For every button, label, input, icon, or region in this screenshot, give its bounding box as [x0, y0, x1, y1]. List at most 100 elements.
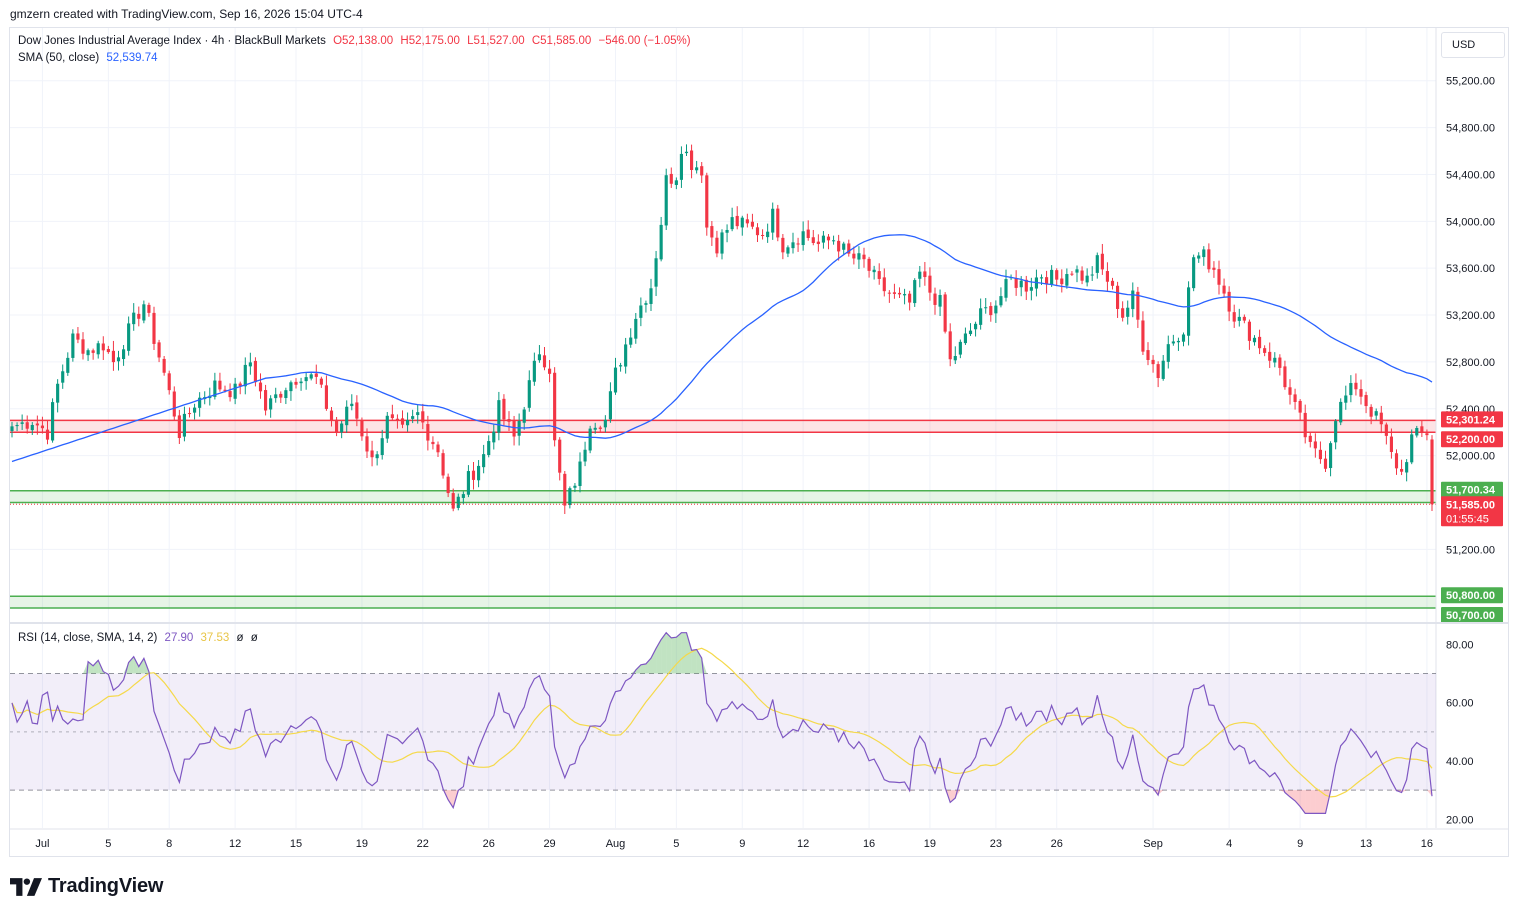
candle-up: [953, 356, 957, 361]
candle-up: [649, 288, 653, 304]
candle-down: [76, 333, 80, 340]
candle-up: [1237, 316, 1241, 321]
candle-down: [228, 391, 232, 398]
candle-up: [461, 494, 465, 498]
time-tick-label: 5: [105, 838, 111, 850]
resistance-zone: [10, 420, 1436, 433]
candle-down: [1232, 312, 1236, 322]
time-tick-label: 12: [229, 838, 241, 850]
candle-up: [938, 295, 942, 307]
candle-down: [451, 493, 455, 509]
chart-frame: [9, 27, 1509, 857]
candle-up: [608, 391, 613, 420]
candle-up: [994, 305, 998, 314]
rsi-overbought-fill: [671, 637, 677, 674]
candle-down: [314, 373, 318, 377]
candle-up: [1131, 290, 1135, 310]
candle-down: [334, 419, 339, 433]
candle-up: [248, 362, 252, 367]
candle-up: [66, 357, 70, 373]
time-tick-label: 16: [863, 838, 875, 850]
candle-up: [654, 258, 658, 287]
candle-up: [132, 312, 136, 325]
candle-up: [1004, 279, 1008, 298]
candle-down: [1369, 406, 1373, 417]
candle-down: [1257, 336, 1262, 349]
candle-up: [624, 344, 628, 367]
resistance-label-top: 52,301.24: [1441, 411, 1503, 428]
candle-up: [532, 360, 536, 382]
candle-down: [563, 473, 567, 506]
candle-down: [370, 450, 374, 458]
candle-down: [294, 381, 298, 385]
candle-down: [1242, 316, 1246, 321]
candles: [10, 144, 1434, 514]
candle-down: [1399, 468, 1404, 472]
candle-down: [1420, 426, 1424, 433]
candle-down: [1430, 439, 1434, 505]
candle-down: [806, 229, 810, 238]
sma-line: [11, 234, 1433, 463]
time-tick-label: Jul: [35, 838, 49, 850]
candle-down: [101, 343, 105, 351]
candle-up: [233, 383, 237, 399]
brand[interactable]: TradingView: [10, 875, 163, 898]
candle-down: [1100, 253, 1104, 270]
candle-up: [198, 397, 202, 408]
rsi-oversold-fill: [1295, 790, 1301, 807]
candle-up: [857, 253, 861, 260]
rsi-label[interactable]: RSI (14, close, SMA, 14, 2): [18, 632, 158, 644]
candle-up: [482, 454, 486, 468]
candle-up: [497, 400, 501, 433]
time-axis: Jul 5 8 12 15 19 22 26 29 Aug 5 9 12 16 19 23 26 Sep 4 9 13 1…: [35, 838, 1433, 850]
candle-down: [1207, 249, 1211, 270]
sma-label[interactable]: SMA (50, close): [18, 52, 100, 64]
candle-up: [492, 431, 496, 443]
candle-up: [1126, 307, 1130, 317]
candle-up: [527, 380, 531, 408]
candle-down: [943, 294, 947, 332]
candle-up: [86, 350, 90, 356]
candle-up: [1065, 274, 1069, 286]
candle-up: [979, 308, 983, 325]
support-label-top-text: 50,800.00: [1446, 590, 1495, 602]
rsi-overbought-fill: [676, 632, 682, 674]
rsi-ma-line: [11, 647, 1433, 798]
candle-up: [213, 380, 217, 397]
candle-up: [766, 231, 770, 238]
candle-down: [502, 398, 506, 420]
candle-down: [887, 292, 891, 294]
price-tick-label: 55,200.00: [1446, 76, 1495, 88]
candle-down: [1263, 348, 1267, 353]
candle-down: [745, 219, 749, 224]
candle-up: [269, 398, 273, 410]
price-tick-label: 54,800.00: [1446, 123, 1495, 135]
candle-down: [1014, 278, 1018, 288]
candle-down: [735, 215, 739, 227]
candle-down: [826, 236, 831, 241]
candle-down: [837, 240, 841, 252]
rsi-overbought-fill: [133, 656, 139, 674]
candle-up: [720, 232, 724, 254]
candle-up: [629, 337, 633, 345]
candle-down: [1156, 364, 1160, 379]
candle-down: [187, 413, 192, 415]
candle-down: [542, 355, 547, 368]
candle-down: [948, 331, 952, 360]
candle-up: [476, 465, 481, 481]
symbol-label[interactable]: Dow Jones Industrial Average Index · 4h …: [18, 35, 326, 47]
price-grid: [10, 28, 1436, 828]
candle-up: [958, 341, 962, 355]
support-label-top-bg: [1441, 587, 1503, 604]
candle-up: [568, 488, 572, 505]
candle-up: [644, 303, 648, 305]
currency-button[interactable]: USD: [1441, 32, 1505, 58]
candle-down: [421, 411, 425, 423]
candle-up: [304, 377, 308, 382]
candle-down: [507, 419, 511, 422]
candle-up: [659, 224, 663, 260]
candle-down: [781, 237, 785, 253]
candle-down: [1115, 285, 1120, 309]
candle-down: [547, 368, 552, 374]
